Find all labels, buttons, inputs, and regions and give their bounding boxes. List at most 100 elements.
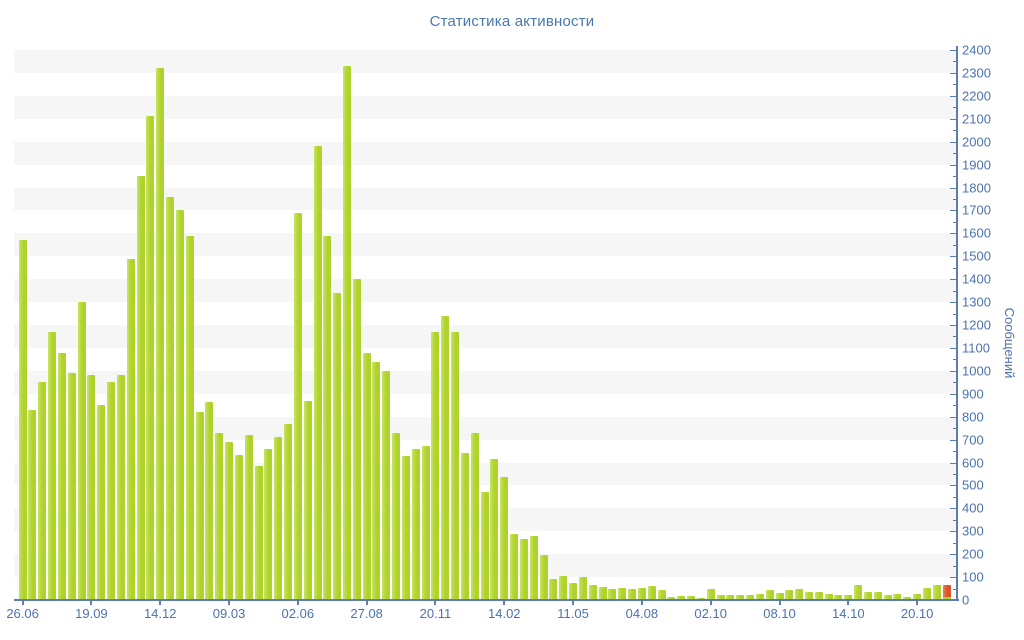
bar-10[interactable] [116, 375, 125, 600]
bar-1[interactable] [28, 409, 37, 600]
bar-37[interactable] [382, 370, 391, 600]
bar-55[interactable] [559, 575, 568, 600]
bar-56[interactable] [569, 582, 578, 600]
bar-25[interactable] [264, 448, 273, 600]
y-minor-tick [953, 405, 956, 406]
bar-13[interactable] [146, 116, 155, 600]
bar-66[interactable] [667, 596, 676, 600]
bar-7[interactable] [87, 375, 96, 600]
bar-9[interactable] [107, 382, 116, 600]
bar-18[interactable] [195, 412, 204, 600]
bar-82[interactable] [824, 594, 833, 600]
x-tick [228, 601, 231, 605]
bar-57[interactable] [578, 577, 587, 600]
bar-59[interactable] [598, 586, 607, 600]
y-tick-label: 1700 [962, 202, 991, 218]
bar-26[interactable] [274, 437, 283, 600]
bar-30[interactable] [313, 146, 322, 600]
bar-29[interactable] [303, 400, 312, 600]
bar-71[interactable] [716, 595, 725, 600]
bar-5[interactable] [67, 373, 76, 600]
bar-61[interactable] [618, 588, 627, 600]
bar-27[interactable] [284, 423, 292, 600]
bar-45[interactable] [460, 453, 469, 600]
bar-73[interactable] [736, 594, 745, 600]
bar-0[interactable] [18, 240, 27, 600]
bar-92[interactable] [922, 587, 931, 600]
bar-6[interactable] [77, 302, 86, 600]
bar-83[interactable] [834, 595, 843, 600]
bar-34[interactable] [352, 279, 361, 600]
bar-91[interactable] [913, 594, 922, 600]
bar-19[interactable] [205, 401, 214, 600]
bar-15[interactable] [166, 196, 175, 600]
bar-42[interactable] [431, 331, 440, 600]
bar-68[interactable] [687, 596, 696, 600]
bar-50[interactable] [510, 533, 519, 600]
bar-88[interactable] [883, 595, 892, 600]
bar-8[interactable] [97, 405, 106, 600]
bar-41[interactable] [421, 446, 430, 600]
bar-11[interactable] [126, 258, 135, 600]
bar-14[interactable] [156, 68, 165, 600]
bar-40[interactable] [411, 448, 420, 600]
bar-53[interactable] [539, 555, 548, 600]
bar-86[interactable] [863, 591, 872, 600]
bar-33[interactable] [342, 66, 351, 600]
bar-67[interactable] [677, 596, 686, 600]
bar-47[interactable] [480, 492, 489, 600]
bar-65[interactable] [657, 590, 666, 600]
bar-22[interactable] [234, 454, 243, 600]
bar-60[interactable] [608, 589, 617, 600]
bar-24[interactable] [254, 465, 263, 600]
bar-35[interactable] [362, 352, 371, 600]
bar-77[interactable] [775, 593, 784, 600]
bar-49[interactable] [500, 477, 509, 600]
bar-84[interactable] [844, 595, 853, 600]
bar-85[interactable] [854, 585, 863, 600]
bar-52[interactable] [529, 535, 538, 600]
bar-75[interactable] [755, 593, 764, 600]
bar-46[interactable] [470, 432, 479, 600]
bar-31[interactable] [323, 235, 332, 600]
bar-89[interactable] [893, 594, 902, 600]
bar-54[interactable] [549, 579, 558, 600]
bar-12[interactable] [136, 176, 145, 600]
bar-44[interactable] [451, 331, 460, 600]
y-minor-tick [953, 589, 956, 590]
bar-4[interactable] [57, 352, 66, 600]
bar-78[interactable] [785, 589, 794, 600]
bar-28[interactable] [293, 212, 302, 600]
y-minor-tick [953, 84, 956, 85]
bar-36[interactable] [372, 361, 381, 600]
bar-87[interactable] [873, 591, 882, 600]
bar-43[interactable] [441, 315, 450, 600]
bar-74[interactable] [746, 595, 755, 600]
bar-32[interactable] [333, 292, 342, 600]
bar-64[interactable] [647, 586, 656, 600]
bar-63[interactable] [637, 588, 646, 600]
bar-3[interactable] [48, 331, 57, 600]
bar-70[interactable] [706, 588, 715, 600]
bar-39[interactable] [401, 455, 410, 600]
bar-62[interactable] [628, 589, 637, 600]
bar-58[interactable] [588, 585, 597, 600]
bar-23[interactable] [244, 435, 253, 600]
bar-90[interactable] [903, 597, 912, 600]
bar-38[interactable] [392, 432, 401, 600]
bar-79[interactable] [795, 588, 804, 600]
y-tick-label: 2000 [962, 134, 991, 150]
bar-17[interactable] [185, 235, 194, 600]
bar-81[interactable] [814, 591, 823, 600]
bar-76[interactable] [765, 589, 774, 600]
bar-21[interactable] [225, 441, 234, 600]
bar-80[interactable] [805, 591, 813, 600]
bar-16[interactable] [175, 210, 184, 600]
bar-94[interactable] [942, 585, 951, 600]
bar-93[interactable] [932, 585, 941, 600]
bar-72[interactable] [726, 595, 735, 600]
bar-48[interactable] [490, 459, 499, 600]
bar-2[interactable] [38, 382, 47, 600]
bar-20[interactable] [215, 432, 224, 600]
bar-51[interactable] [519, 539, 528, 600]
